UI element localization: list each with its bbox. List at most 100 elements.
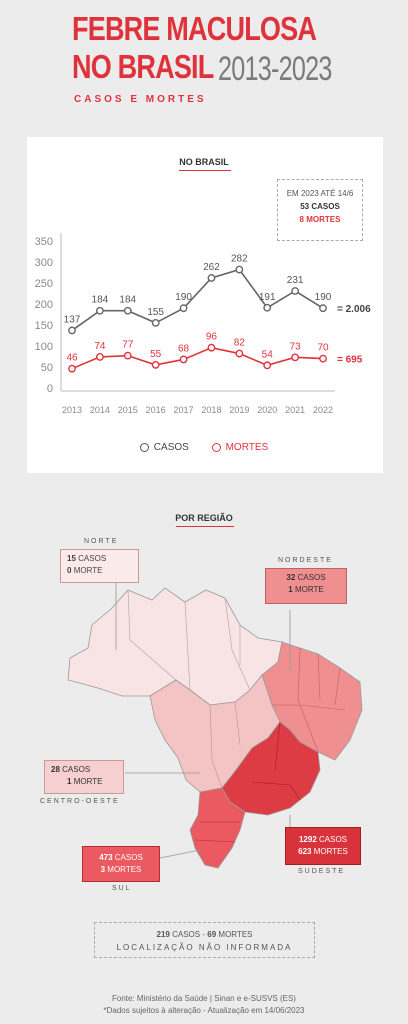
line-chart: 0 50 100 150 200 250 300 350 2013 2014 2015 2016 201… <box>35 233 371 415</box>
data-point-casos <box>207 274 216 282</box>
y-tick-label: 100 <box>35 341 53 353</box>
unknown-casos-label: CASOS <box>172 930 201 939</box>
data-point-mortes <box>291 353 300 362</box>
data-point-casos <box>263 303 272 312</box>
region-title-underline <box>176 526 234 527</box>
series-total-casos: = 2.006 <box>337 304 371 315</box>
data-label-casos: 155 <box>147 307 164 318</box>
centro-oeste-mortes: 1 <box>67 777 72 786</box>
data-label-casos: 282 <box>231 254 248 265</box>
norte-mortes: 0 <box>67 566 72 575</box>
chart-legend: CASOS MORTES <box>0 442 408 453</box>
centro-oeste-casos-label: CASOS <box>62 765 91 774</box>
data-label-mortes: 70 <box>317 343 329 354</box>
x-tick-label: 2020 <box>257 405 277 415</box>
data-label-mortes: 46 <box>66 353 78 364</box>
unknown-mortes-label: MORTES <box>218 930 253 939</box>
series-line-mortes <box>71 346 324 370</box>
x-tick-label: 2015 <box>118 405 138 415</box>
data-label-mortes: 74 <box>94 341 106 352</box>
footer-line1: Fonte: Ministério da Saúde | Sinan e e-S… <box>112 994 296 1003</box>
data-label-mortes: 54 <box>262 349 274 360</box>
data-point-mortes <box>95 353 104 361</box>
legend-marker-mortes <box>211 442 221 452</box>
x-tick-label: 2018 <box>201 405 221 415</box>
data-label-casos: 184 <box>92 295 109 306</box>
data-point-casos <box>68 326 76 335</box>
y-tick-label: 0 <box>47 383 53 395</box>
data-point-casos <box>123 306 132 315</box>
note-2023-box: EM 2023 ATÉ 14/6 53 CASOS 8 MORTES <box>277 179 363 241</box>
footer-line2: *Dados sujeitos à alteração - Atualizaçã… <box>103 1006 305 1015</box>
y-tick-label: 150 <box>35 320 53 332</box>
data-point-mortes <box>319 354 327 363</box>
legend-label-mortes: MORTES <box>225 442 269 453</box>
norte-casos: 15 <box>67 554 76 563</box>
y-tick-label: 350 <box>35 236 53 248</box>
unknown-mortes: 69 <box>207 930 217 939</box>
sul-casos: 473 <box>99 853 113 862</box>
norte-casos-label: CASOS <box>78 554 107 563</box>
footer-source: Fonte: Ministério da Saúde | Sinan e e-S… <box>0 993 408 1017</box>
region-title: POR REGIÃO <box>175 513 233 523</box>
data-label-mortes: 68 <box>178 343 190 354</box>
data-label-mortes: 82 <box>234 338 246 349</box>
norte-mortes-label: MORTE <box>73 566 103 575</box>
data-label-casos: 137 <box>64 314 81 325</box>
chart-title-underline <box>179 170 231 171</box>
box-nordeste: 32 CASOS 1 MORTE <box>265 568 347 604</box>
y-tick-label: 200 <box>35 299 53 311</box>
region-name-sul: SUL <box>112 885 132 892</box>
data-point-mortes <box>263 361 272 370</box>
data-point-casos <box>319 304 327 313</box>
sudeste-casos: 1292 <box>298 835 317 844</box>
nordeste-mortes-label: MORTE <box>294 585 324 594</box>
legend-marker-casos <box>139 442 149 452</box>
data-point-mortes <box>151 360 160 369</box>
sudeste-mortes-label: MORTES <box>313 847 348 856</box>
unknown-casos: 219 <box>156 930 170 939</box>
unknown-label: LOCALIZAÇÃO NÃO INFORMADA <box>116 943 293 952</box>
data-label-mortes: 77 <box>122 340 134 351</box>
note-casos: 53 CASOS <box>300 202 340 211</box>
nordeste-casos-label: CASOS <box>297 573 326 582</box>
brazil-map <box>67 580 363 869</box>
data-label-casos: 231 <box>287 275 304 286</box>
note-mortes: 8 MORTES <box>299 215 341 224</box>
y-tick-label: 50 <box>41 362 53 374</box>
box-centro-oeste: 28 CASOS 1 MORTE <box>44 760 124 794</box>
page-title-line1: FEBRE MACULOSA <box>72 10 317 47</box>
nordeste-mortes: 1 <box>288 585 293 594</box>
box-norte: 15 CASOS 0 MORTE <box>60 549 139 583</box>
sul-mortes-label: MORTES <box>107 865 142 874</box>
x-tick-label: 2021 <box>285 405 305 415</box>
series-line-casos <box>71 268 324 332</box>
data-point-casos <box>291 287 300 295</box>
data-label-casos: 191 <box>259 292 276 303</box>
data-label-casos: 190 <box>175 292 192 303</box>
legend-item-mortes: MORTES <box>211 442 269 453</box>
data-point-casos <box>95 306 104 315</box>
map-region-sul <box>189 787 246 869</box>
y-tick-label: 300 <box>35 257 53 269</box>
region-name-centro-oeste: CENTRO-OESTE <box>40 798 120 805</box>
data-point-mortes <box>123 351 132 360</box>
data-point-casos <box>235 265 244 274</box>
centro-oeste-casos: 28 <box>51 765 60 774</box>
note-date: EM 2023 ATÉ 14/6 <box>286 189 354 198</box>
data-point-mortes <box>179 355 188 364</box>
region-name-nordeste: NORDESTE <box>278 557 333 564</box>
centro-oeste-mortes-label: MORTE <box>73 777 103 786</box>
unknown-location-box: 219 CASOS - 69 MORTES LOCALIZAÇÃO NÃO IN… <box>94 922 315 958</box>
box-sul: 473 CASOS 3 MORTES <box>82 846 160 882</box>
y-tick-label: 250 <box>35 278 53 290</box>
sul-mortes: 3 <box>100 865 106 874</box>
sudeste-casos-label: CASOS <box>319 835 348 844</box>
data-label-casos: 184 <box>119 295 136 306</box>
data-label-casos: 190 <box>315 292 332 303</box>
x-tick-label: 2017 <box>174 405 194 415</box>
x-tick-label: 2022 <box>313 405 333 415</box>
data-label-mortes: 73 <box>290 341 302 352</box>
unknown-separator: - <box>202 930 206 939</box>
x-tick-label: 2019 <box>229 405 249 415</box>
